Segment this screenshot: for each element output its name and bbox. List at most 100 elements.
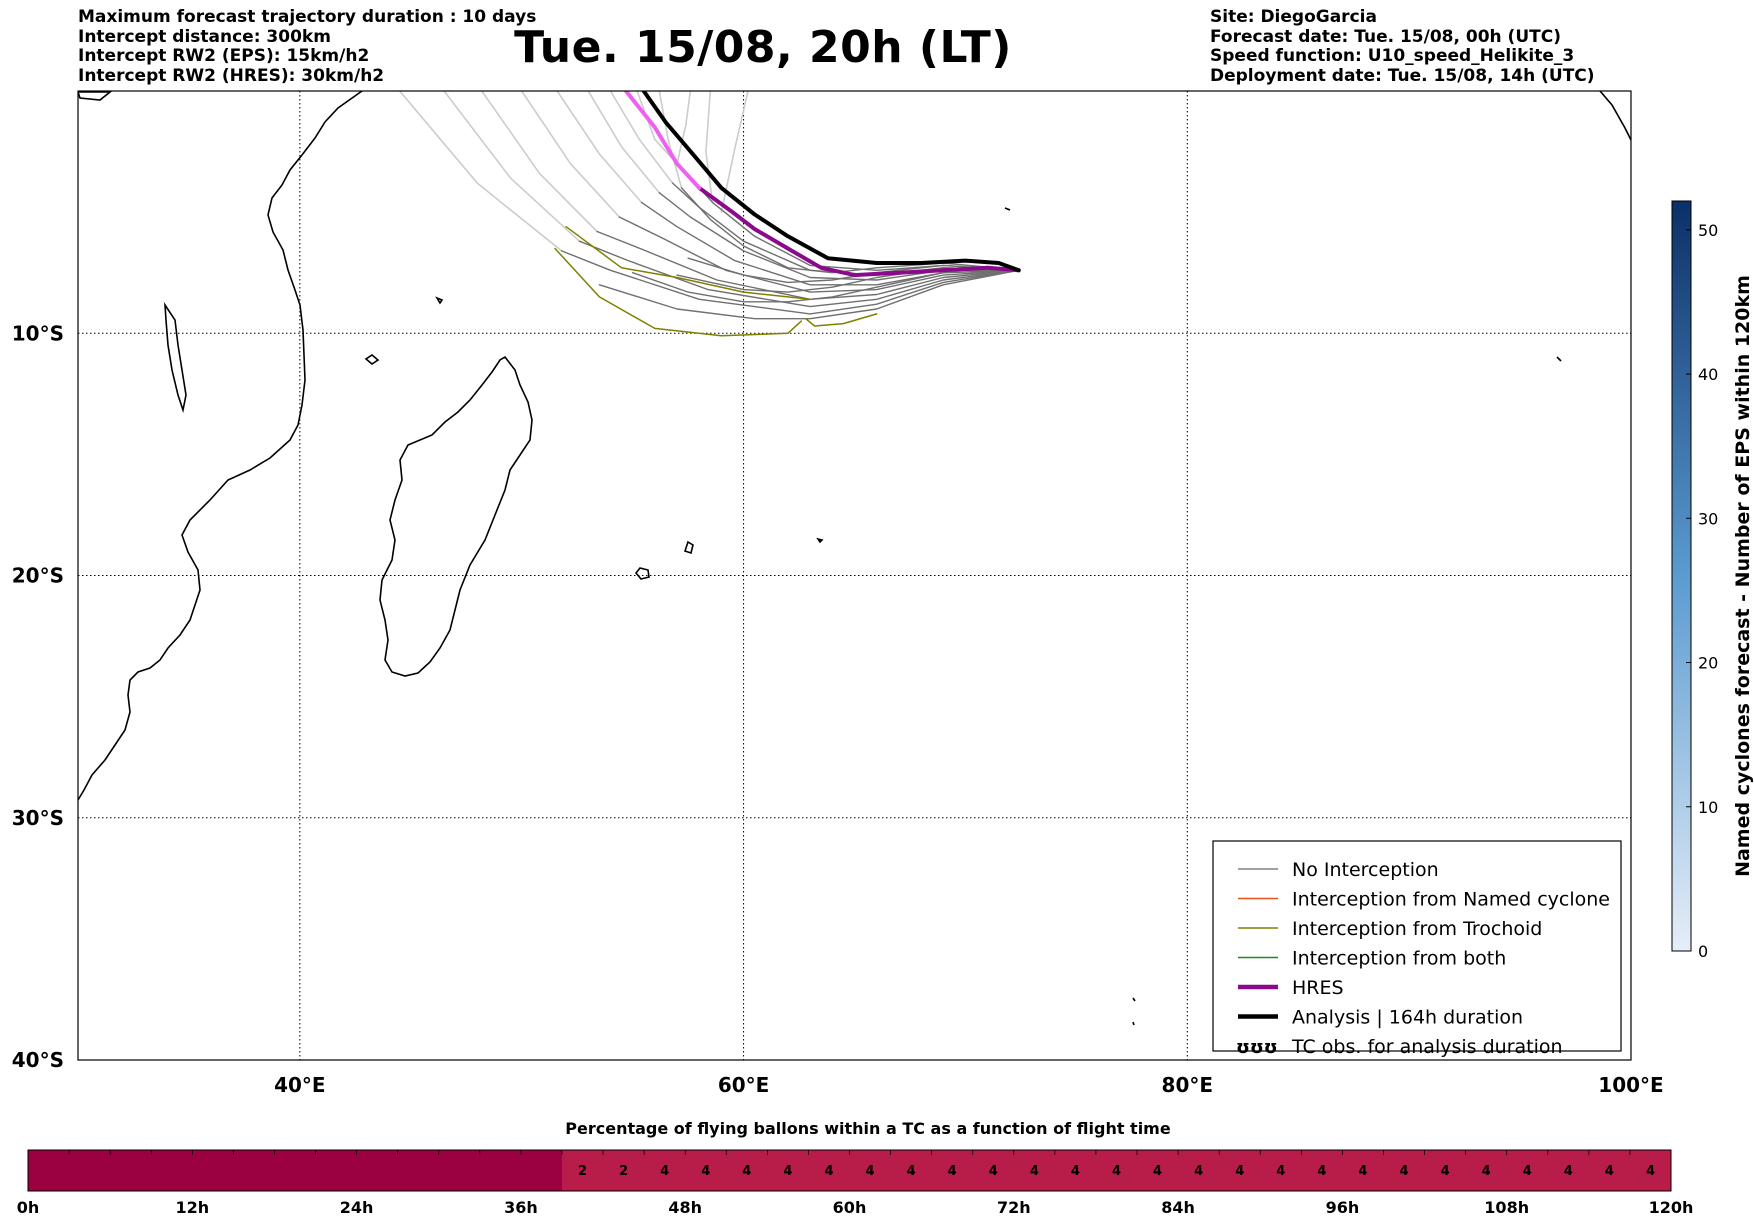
timeline-segment [931,1150,974,1191]
timeline-segment [356,1150,399,1191]
eps-trajectory-light [609,91,674,184]
timeline-segment [151,1150,193,1191]
eps-trajectory [676,267,1020,293]
eps-trajectory-light [520,91,621,218]
timeline-segment [1301,1150,1343,1191]
timeline-segment-value: 4 [1071,1164,1080,1179]
timeline-segment-value: 4 [1276,1164,1285,1179]
timeline-segment [1095,1150,1138,1191]
island-lake [164,302,187,414]
eps-trajectory [687,257,1020,284]
header-intercept-hres: Intercept RW2 (HRES): 30km/h2 [78,65,385,86]
colorbar-tick-label: 30 [1698,509,1718,528]
trajectories [398,91,1021,337]
timeline-segment [561,1150,604,1191]
colorbar-tick-label: 20 [1698,654,1718,673]
timeline-segment [603,1150,645,1191]
trochoid-trajectory [554,247,803,337]
header-intercept-eps: Intercept RW2 (EPS): 15km/h2 [78,46,370,66]
timeline-segment [1629,1150,1672,1191]
eps-trajectory-light [398,91,563,252]
timeline-segment-value: 4 [1030,1164,1039,1179]
timeline-segment-value: 4 [1441,1164,1450,1179]
timeline-tick-label: 60h [833,1198,867,1217]
colorbar-tick-label: 0 [1698,942,1708,961]
legend-label: HRES [1292,977,1344,999]
eps-trajectory-light [481,91,598,233]
timeline-segment [438,1150,481,1191]
timeline-tick-label: 0h [17,1198,40,1217]
timeline-segment [1260,1150,1302,1191]
timeline-segment-value: 4 [866,1164,875,1179]
timeline-segment [192,1150,234,1191]
timeline-segment-value: 4 [660,1164,669,1179]
timeline-segment [685,1150,727,1191]
timeline-tick-label: 96h [1326,1198,1360,1217]
hres-trajectory [697,185,1021,278]
timeline-segment [520,1150,563,1191]
timeline-segment-value: 4 [783,1164,792,1179]
eps-trajectory-light [705,91,714,204]
timeline-segment-value: 4 [1605,1164,1614,1179]
timeline-segment [849,1150,892,1191]
header-deployment-date: Deployment date: Tue. 15/08, 14h (UTC) [1210,65,1595,86]
timeline-segment-value: 4 [701,1164,710,1179]
timeline-segment-value: 4 [1194,1164,1203,1179]
timeline-segment [1054,1150,1097,1191]
eps-trajectory [618,216,1020,293]
map-axis-labels: 40°E 60°E 80°E 100°E 10°S 20°S 30°S 40°S [12,321,1664,1097]
header-duration: Maximum forecast trajectory duration : 1… [78,7,537,27]
legend-label: Interception from both [1292,948,1506,970]
island-cocos [1556,356,1562,362]
timeline-segment-value: 4 [1235,1164,1244,1179]
timeline-tick-label: 72h [997,1198,1031,1217]
colorbar-label: Named cyclones forecast - Number of EPS … [1732,275,1754,877]
timeline-frame [27,1149,1672,1192]
timeline-segment [1013,1150,1056,1191]
header-speed-function: Speed function: U10_speed_Helikite_3 [1210,46,1575,66]
timeline-segment-value: 4 [1399,1164,1408,1179]
timeline-segment [644,1150,686,1191]
timeline-segment [1465,1150,1508,1191]
cyclone-colorbar: 0 10 20 30 40 50 Named cyclones forecast - Nu… [1671,200,1754,961]
legend-label: Analysis | 164h duration [1292,1007,1523,1029]
lat-tick-label: 10°S [12,321,64,345]
colorbar-tick-label: 10 [1698,798,1718,817]
timeline-segment [1383,1150,1426,1191]
lat-tick-label: 30°S [12,806,64,830]
header-site: Site: DiegoGarcia [1210,7,1377,27]
timeline-segment [1178,1150,1220,1191]
island-comoros [364,354,380,365]
eps-trajectory-light [443,91,581,242]
timeline-segment [479,1150,522,1191]
africa-coast [78,91,363,801]
timeline-segment-value: 4 [1564,1164,1573,1179]
trochoid-trajectory [565,225,811,301]
island-reunion [634,567,650,580]
lat-tick-label: 20°S [12,564,64,588]
chart-title-container: Tue. 15/08, 20h (LT) [0,22,1754,73]
timeline-segment [315,1150,358,1191]
timeline-segment [28,1150,70,1191]
legend-label: Interception from Named cyclone [1292,889,1610,911]
timeline-segment [1424,1150,1467,1191]
island-kerguelen-2 [1132,1021,1135,1026]
island-mauritius [683,540,694,555]
coastlines [78,91,1631,1026]
eps-trajectory-light [676,91,692,165]
timeline-segment [233,1150,275,1191]
timeline-tick-label: 36h [504,1198,538,1217]
timeline-segment-value: 4 [1112,1164,1121,1179]
trochoid-trajectory [804,313,878,327]
map-frame [77,90,1632,1061]
timeline-tick-label: 108h [1484,1198,1529,1217]
timeline-segment-value: 4 [1482,1164,1491,1179]
timeline-segment [1137,1150,1179,1191]
timeline-segment [274,1150,317,1191]
timeline-segment-value: 4 [1317,1164,1326,1179]
timeline-segment-value: 4 [742,1164,751,1179]
legend-box [1212,840,1622,1052]
lon-tick-label: 100°E [1598,1073,1663,1097]
timeline-segment [69,1150,111,1191]
